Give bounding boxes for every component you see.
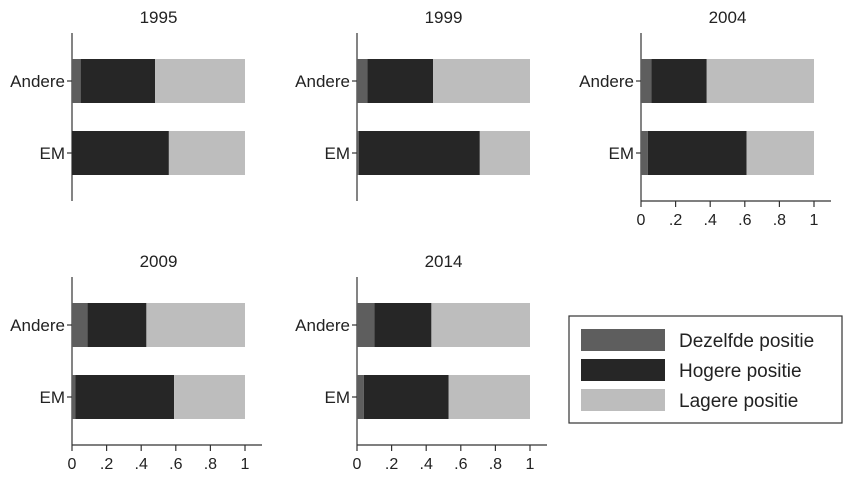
bar-2009-EM-dezelfde-positie — [72, 375, 76, 419]
bar-1999-Andere-hogere-positie — [367, 59, 434, 103]
panel-title-1995: 1995 — [140, 8, 178, 27]
x-tick-label: .6 — [738, 212, 751, 229]
x-tick-label: 0 — [68, 456, 77, 473]
legend-label: Dezelfde positie — [679, 331, 814, 352]
bar-2014-EM-hogere-positie — [363, 375, 449, 419]
bar-2009-EM-hogere-positie — [75, 375, 175, 419]
x-tick-label: 1 — [526, 456, 535, 473]
panel-title-2014: 2014 — [425, 252, 463, 271]
x-tick-label: 0 — [637, 212, 646, 229]
x-tick-label: .4 — [135, 456, 148, 473]
x-tick-label: .6 — [454, 456, 467, 473]
bar-2004-EM-lagere-positie — [746, 131, 814, 175]
bar-2004-Andere-dezelfde-positie — [641, 59, 652, 103]
bar-1999-EM-dezelfde-positie — [357, 131, 359, 175]
y-tick-label: EM — [40, 388, 66, 407]
legend-swatch-hogere-positie — [581, 359, 665, 381]
bar-1995-Andere-hogere-positie — [80, 59, 156, 103]
y-tick-label: EM — [609, 144, 635, 163]
panel-title-1999: 1999 — [425, 8, 463, 27]
x-tick-label: .4 — [420, 456, 433, 473]
panel-title-2004: 2004 — [709, 8, 747, 27]
legend-label: Hogere positie — [679, 361, 802, 382]
bar-2009-Andere-hogere-positie — [87, 303, 147, 347]
x-tick-label: .2 — [100, 456, 113, 473]
bar-1999-Andere-lagere-positie — [433, 59, 530, 103]
bar-2009-EM-lagere-positie — [174, 375, 245, 419]
bar-1995-Andere-lagere-positie — [155, 59, 245, 103]
x-tick-label: .4 — [704, 212, 717, 229]
x-tick-label: 1 — [810, 212, 819, 229]
y-tick-label: Andere — [295, 72, 350, 91]
bar-1999-EM-lagere-positie — [479, 131, 530, 175]
x-tick-label: .8 — [204, 456, 217, 473]
x-tick-label: .2 — [385, 456, 398, 473]
legend-swatch-lagere-positie — [581, 389, 665, 411]
legend-swatch-dezelfde-positie — [581, 329, 665, 351]
panel-title-2009: 2009 — [140, 252, 178, 271]
bar-1999-Andere-dezelfde-positie — [357, 59, 368, 103]
y-tick-label: Andere — [579, 72, 634, 91]
x-tick-label: .8 — [489, 456, 502, 473]
bar-2014-EM-dezelfde-positie — [357, 375, 364, 419]
bar-2009-Andere-dezelfde-positie — [72, 303, 88, 347]
bar-1995-EM-hogere-positie — [72, 131, 169, 175]
y-tick-label: EM — [325, 388, 351, 407]
bar-2004-Andere-lagere-positie — [706, 59, 814, 103]
x-tick-label: .8 — [773, 212, 786, 229]
bar-2004-EM-dezelfde-positie — [641, 131, 648, 175]
bar-2004-Andere-hogere-positie — [651, 59, 707, 103]
bar-1995-EM-lagere-positie — [168, 131, 245, 175]
bar-1995-Andere-dezelfde-positie — [72, 59, 81, 103]
x-tick-label: 0 — [353, 456, 362, 473]
bar-2014-EM-lagere-positie — [448, 375, 530, 419]
x-tick-label: .6 — [169, 456, 182, 473]
y-tick-label: Andere — [295, 316, 350, 335]
bar-2014-Andere-lagere-positie — [431, 303, 530, 347]
x-tick-label: 1 — [241, 456, 250, 473]
y-tick-label: Andere — [10, 316, 65, 335]
x-tick-label: .2 — [669, 212, 682, 229]
y-tick-label: Andere — [10, 72, 65, 91]
bar-1999-EM-hogere-positie — [358, 131, 480, 175]
legend-label: Lagere positie — [679, 391, 798, 412]
y-tick-label: EM — [40, 144, 66, 163]
y-tick-label: EM — [325, 144, 351, 163]
bar-2014-Andere-dezelfde-positie — [357, 303, 375, 347]
bar-2004-EM-hogere-positie — [647, 131, 747, 175]
bar-2014-Andere-hogere-positie — [374, 303, 432, 347]
bar-2009-Andere-lagere-positie — [146, 303, 245, 347]
